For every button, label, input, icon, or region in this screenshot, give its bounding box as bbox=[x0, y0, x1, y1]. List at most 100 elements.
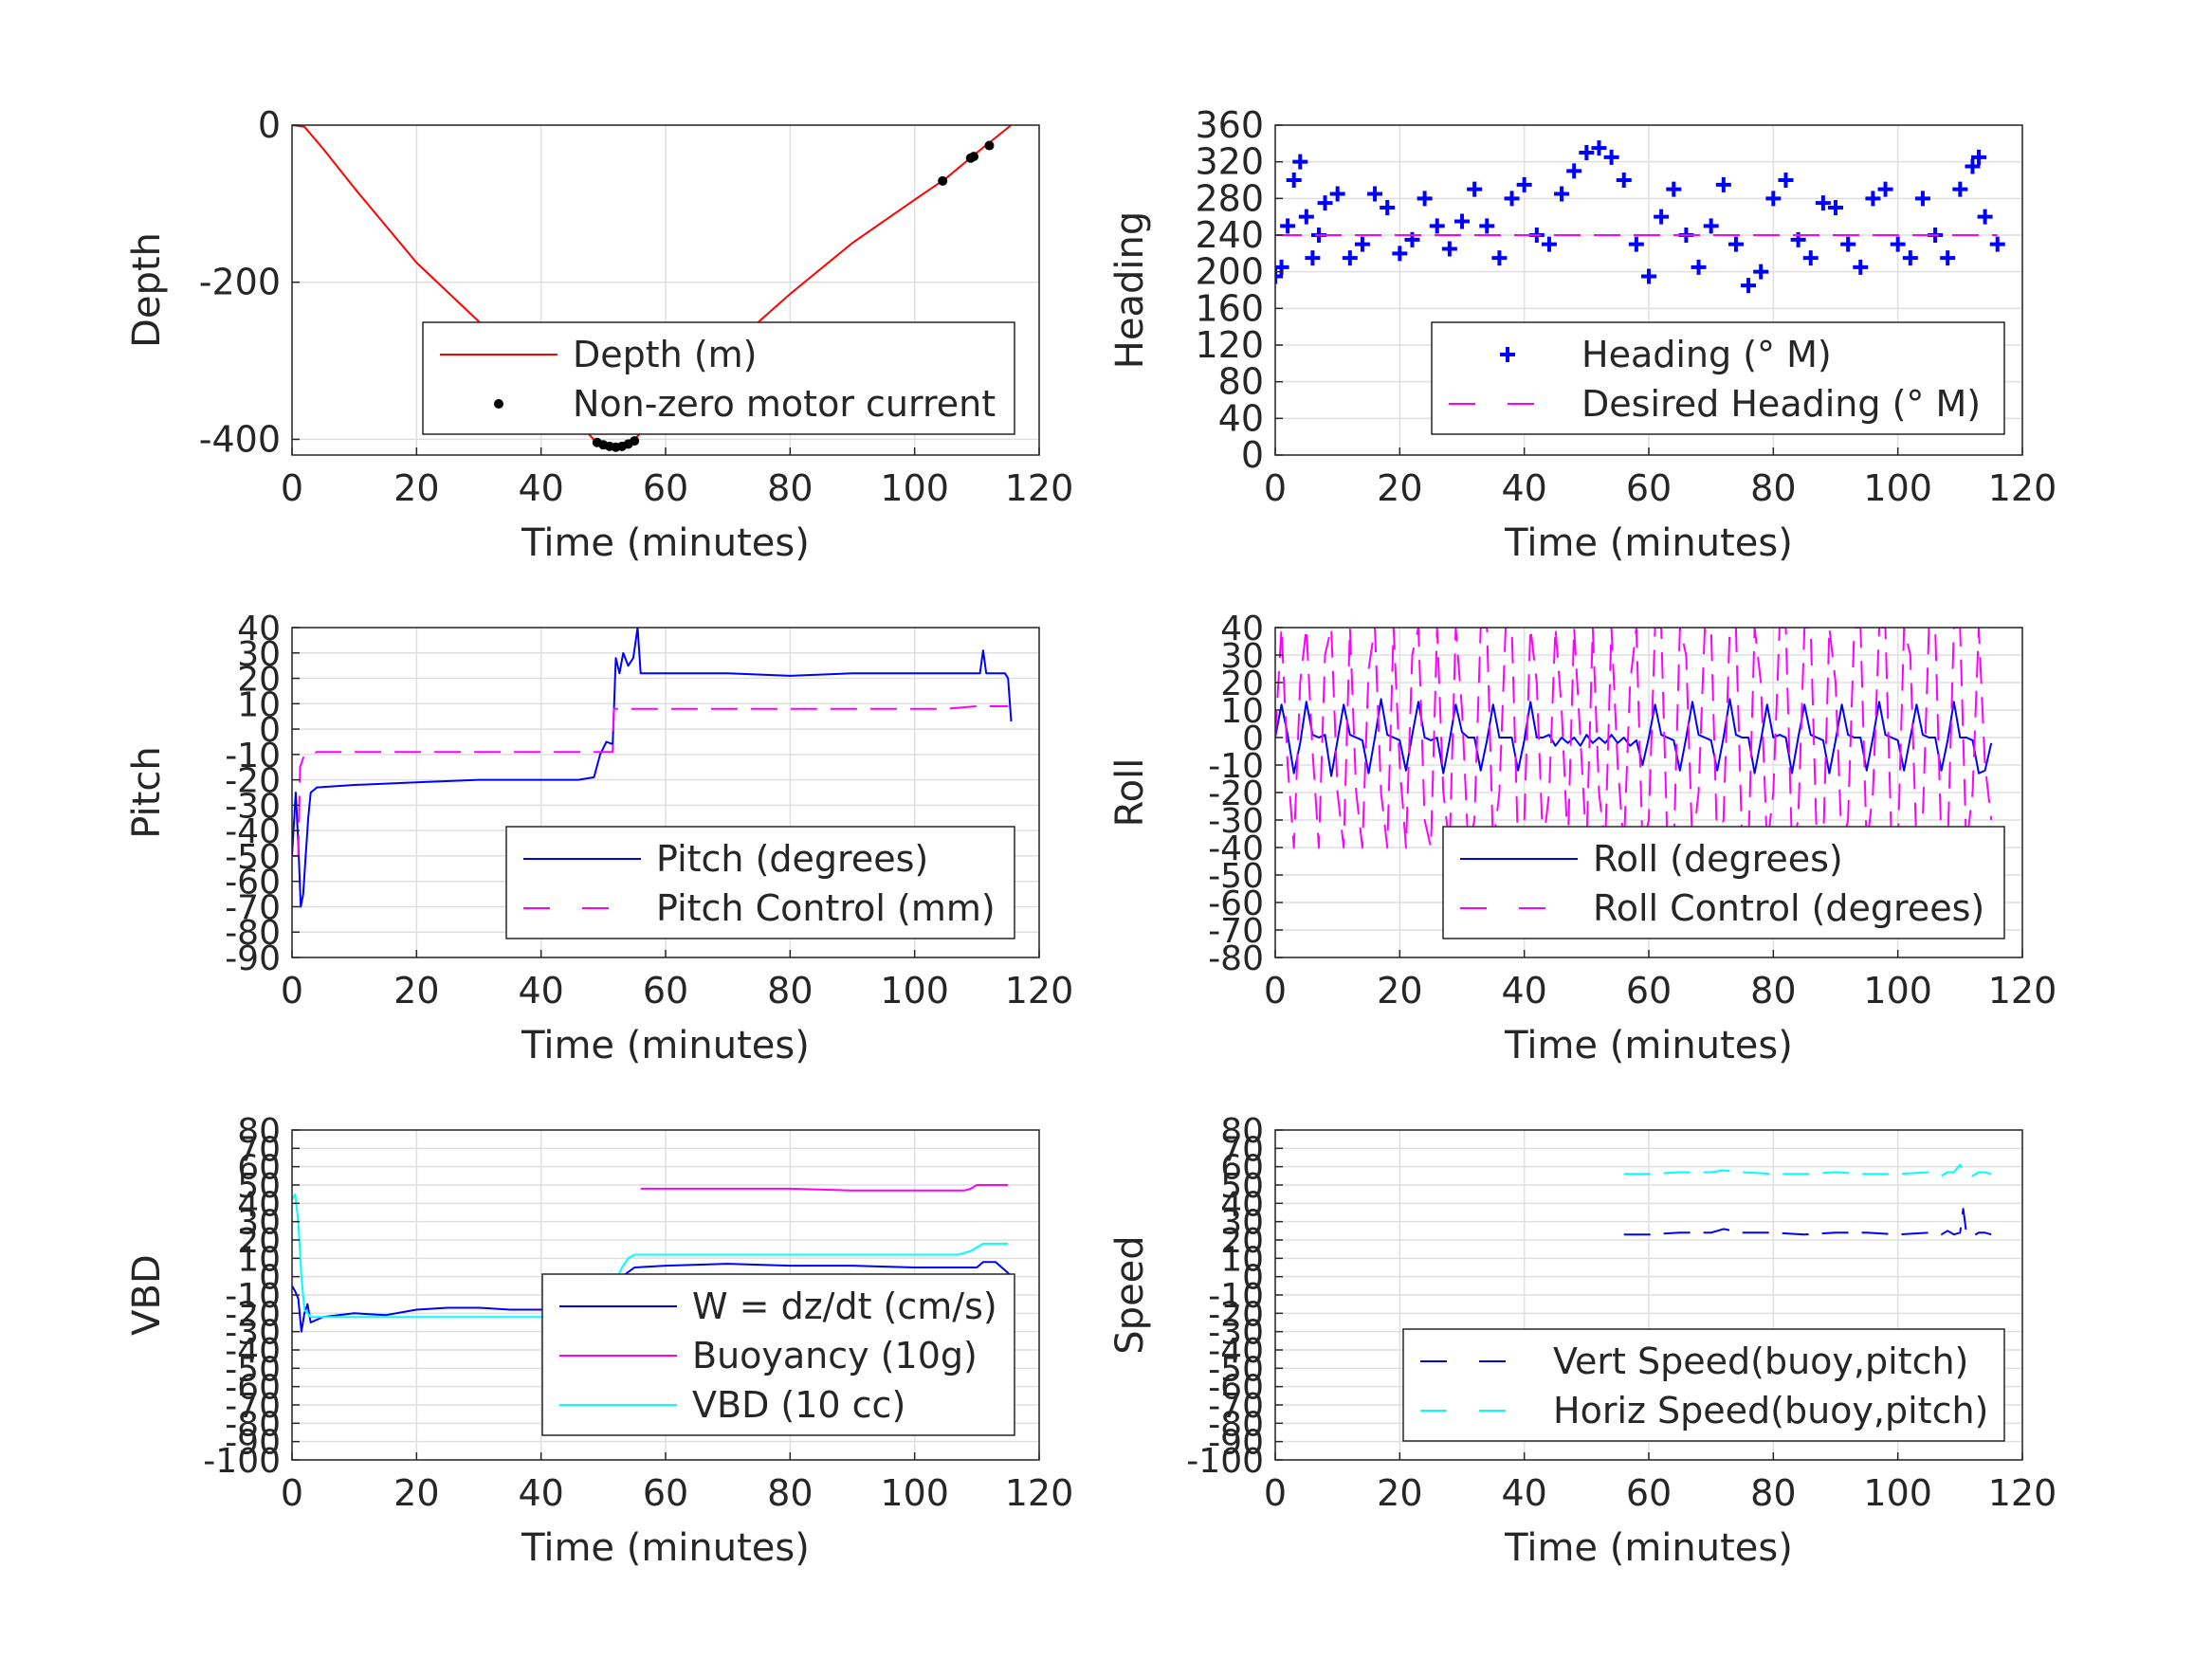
data-point bbox=[1715, 176, 1731, 192]
y-tick-label: -80 bbox=[1208, 1405, 1264, 1444]
series-line-2 bbox=[640, 1184, 1009, 1192]
data-point bbox=[1971, 149, 1987, 165]
series-line-2 bbox=[292, 705, 1009, 857]
y-tick-label: 280 bbox=[1195, 177, 1264, 219]
data-point bbox=[630, 436, 640, 447]
y-tick-label: -400 bbox=[199, 418, 281, 460]
legend-entry: Buoyancy (10g) bbox=[692, 1335, 978, 1376]
subplot-6: 0 20 40 60 80 100 12080706050403020100-10-20-3… bbox=[1108, 1112, 2057, 1570]
y-tick-label: 20 bbox=[237, 661, 281, 700]
y-tick-label: -80 bbox=[225, 914, 281, 953]
legend-box bbox=[505, 826, 1015, 939]
y-tick-label: -60 bbox=[225, 1369, 281, 1408]
data-point bbox=[1354, 236, 1370, 252]
x-tick-label: 60 bbox=[1626, 1472, 1672, 1514]
x-tick-label: 40 bbox=[518, 467, 563, 509]
series-group bbox=[292, 125, 1013, 452]
data-point bbox=[1877, 181, 1893, 197]
y-tick-label: -20 bbox=[225, 1295, 281, 1334]
y-tick-label: -20 bbox=[1208, 1295, 1264, 1334]
legend: W = dz/dt (cm/s) Buoyancy (10g) VBD (10 cc… bbox=[541, 1273, 1015, 1436]
y-tick-label: -10 bbox=[225, 1277, 281, 1316]
y-tick-label: -10 bbox=[1208, 1277, 1264, 1316]
data-point bbox=[1329, 186, 1345, 202]
data-point bbox=[1491, 250, 1508, 266]
y-tick-label: -40 bbox=[1208, 1332, 1264, 1371]
y-tick-label: 40 bbox=[237, 610, 281, 648]
y-tick-label: -40 bbox=[225, 1332, 281, 1371]
legend: Roll (degrees) Roll Control (degrees) bbox=[1442, 826, 2005, 939]
x-tick-label: 100 bbox=[880, 1472, 949, 1514]
x-tick-label: 0 bbox=[1264, 1472, 1287, 1514]
data-point bbox=[1317, 195, 1333, 211]
y-tick-label: -80 bbox=[1208, 939, 1264, 978]
series-line-2 bbox=[1275, 628, 1993, 848]
x-tick-label: 0 bbox=[281, 467, 303, 509]
x-tick-label: 100 bbox=[880, 970, 949, 1012]
x-tick-label: 60 bbox=[643, 970, 688, 1012]
data-point bbox=[1516, 176, 1532, 192]
y-axis-label: Roll bbox=[1108, 758, 1152, 828]
y-tick-label: 80 bbox=[237, 1112, 281, 1151]
data-point bbox=[1753, 264, 1769, 280]
y-tick-label: -30 bbox=[1208, 802, 1264, 841]
y-tick-label: 80 bbox=[1220, 1112, 1264, 1151]
subplot-5: 0 20 40 60 80 100 12080706050403020100-10-20-3… bbox=[125, 1112, 1073, 1570]
y-tick-label: 40 bbox=[1220, 1185, 1264, 1224]
y-tick-label: -30 bbox=[225, 787, 281, 826]
y-tick-label: 70 bbox=[1220, 1130, 1264, 1169]
x-tick-label: 60 bbox=[643, 467, 688, 509]
data-point bbox=[1305, 250, 1321, 266]
data-point bbox=[1467, 181, 1483, 197]
y-tick-label: 50 bbox=[237, 1167, 281, 1206]
legend-box bbox=[1431, 321, 2005, 435]
y-tick-label: -30 bbox=[225, 1314, 281, 1353]
data-point bbox=[1286, 173, 1302, 188]
x-tick-label: 120 bbox=[1988, 1472, 2057, 1514]
legend-entry: Horiz Speed(buoy,pitch) bbox=[1553, 1390, 1988, 1431]
y-tick-label: -80 bbox=[225, 1405, 281, 1444]
x-axis-label: Time (minutes) bbox=[521, 521, 810, 565]
legend-entry: Heading (° M) bbox=[1581, 334, 1832, 375]
data-point bbox=[1380, 200, 1396, 215]
subplot-1: 0 20 40 60 80 100 120 0 -200 -400 Time (minutes) De… bbox=[125, 104, 1073, 565]
legend-swatch bbox=[1500, 347, 1515, 362]
data-point bbox=[1554, 186, 1570, 202]
y-tick-label: -60 bbox=[225, 864, 281, 902]
y-tick-label: -90 bbox=[225, 1424, 281, 1463]
series-group bbox=[1623, 1163, 1992, 1238]
y-tick-label: -20 bbox=[1208, 775, 1264, 813]
data-point bbox=[1298, 209, 1314, 225]
data-point bbox=[1566, 163, 1582, 179]
data-point bbox=[1654, 209, 1670, 225]
x-tick-label: 20 bbox=[1377, 467, 1422, 509]
series-line-1 bbox=[292, 628, 1013, 908]
y-tick-label: 30 bbox=[237, 1204, 281, 1243]
y-tick-label: 30 bbox=[1220, 1204, 1264, 1243]
y-tick-label: -200 bbox=[199, 262, 281, 303]
x-tick-label: 20 bbox=[393, 467, 439, 509]
legend-entry: VBD (10 cc) bbox=[692, 1384, 905, 1426]
data-point bbox=[1579, 145, 1595, 160]
x-tick-label: 40 bbox=[1501, 970, 1546, 1012]
data-point bbox=[1454, 213, 1470, 229]
data-point bbox=[1479, 218, 1495, 234]
y-tick-label: 160 bbox=[1195, 287, 1264, 329]
y-tick-label: 0 bbox=[1242, 1259, 1264, 1298]
y-tick-label: -60 bbox=[1208, 1369, 1264, 1408]
x-axis-label: Time (minutes) bbox=[521, 1526, 810, 1570]
data-point bbox=[1890, 236, 1906, 252]
y-tick-label: -100 bbox=[203, 1442, 281, 1481]
data-point bbox=[969, 152, 979, 162]
data-point bbox=[1367, 186, 1383, 202]
legend-entry: Roll Control (degrees) bbox=[1593, 887, 1984, 929]
y-tick-label: -30 bbox=[1208, 1314, 1264, 1353]
data-point bbox=[1429, 218, 1445, 234]
x-tick-label: 100 bbox=[880, 467, 949, 509]
y-tick-label: 20 bbox=[1220, 1222, 1264, 1261]
y-tick-label: 30 bbox=[1220, 637, 1264, 676]
x-tick-label: 0 bbox=[281, 970, 303, 1012]
x-tick-label: 60 bbox=[1626, 467, 1672, 509]
data-point bbox=[1275, 268, 1283, 284]
y-tick-label: 50 bbox=[1220, 1167, 1264, 1206]
